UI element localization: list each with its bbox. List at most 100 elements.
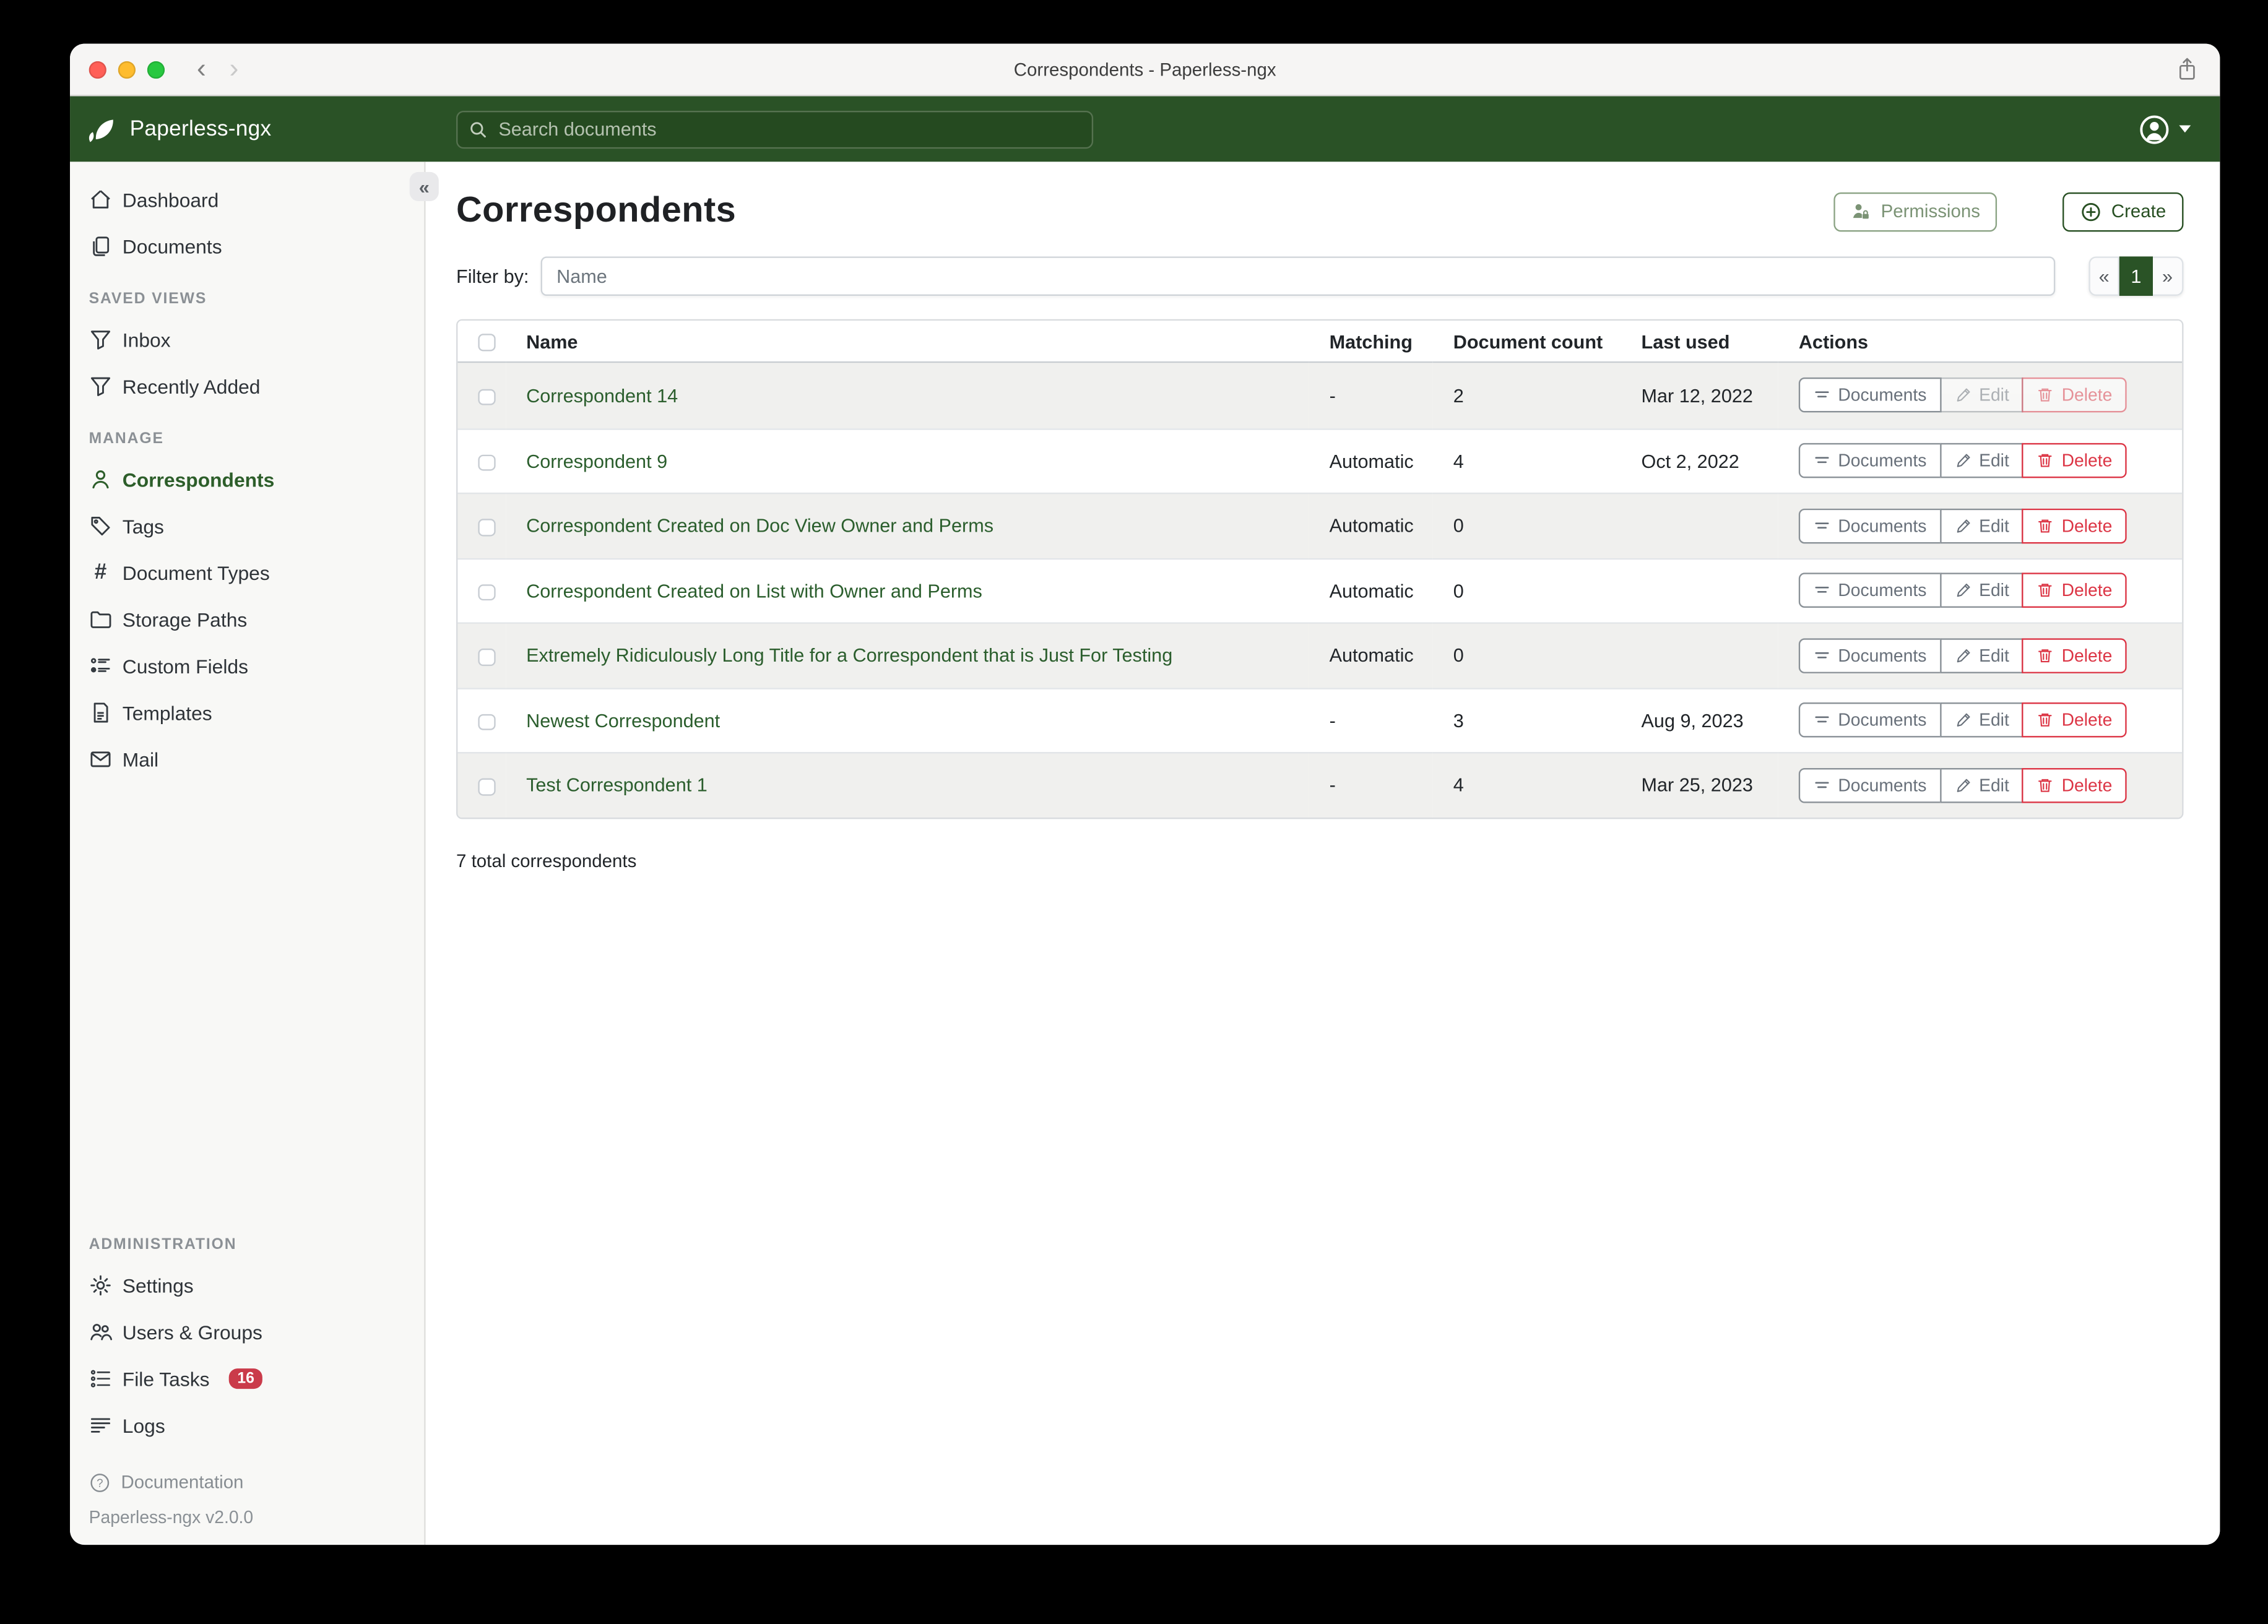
zoom-window-button[interactable]: [147, 60, 165, 78]
row-checkbox[interactable]: [478, 713, 495, 730]
search-input[interactable]: [456, 110, 1094, 149]
user-menu[interactable]: [2138, 113, 2220, 145]
sidebar-item-recently-added[interactable]: Recently Added: [70, 363, 424, 409]
row-checkbox[interactable]: [478, 584, 495, 601]
filter-lines-icon: [1813, 387, 1830, 404]
sidebar-item-storage-paths[interactable]: Storage Paths: [70, 596, 424, 642]
share-icon[interactable]: [2176, 57, 2198, 82]
delete-button[interactable]: Delete: [2022, 637, 2127, 673]
row-checkbox[interactable]: [478, 388, 495, 405]
sidebar-item-logs[interactable]: Logs: [70, 1402, 424, 1448]
window-title: Correspondents - Paperless-ngx: [1013, 59, 1276, 80]
trash-icon: [2037, 647, 2054, 664]
table-row: Correspondent 9 Automatic 4 Oct 2, 2022 …: [457, 428, 2183, 493]
sidebar-item-tags[interactable]: Tags: [70, 503, 424, 549]
pagination-page-1[interactable]: 1: [2119, 256, 2153, 296]
edit-button[interactable]: Edit: [1939, 767, 2024, 803]
documents-button[interactable]: Documents: [1798, 573, 1941, 608]
column-header-matching[interactable]: Matching: [1309, 321, 1433, 363]
sidebar-section-header-administration: ADMINISTRATION: [89, 1235, 237, 1254]
table-row: Test Correspondent 1 - 4 Mar 25, 2023 Do…: [457, 752, 2183, 817]
delete-button[interactable]: Delete: [2022, 573, 2127, 608]
correspondent-name-link[interactable]: Newest Correspondent: [526, 709, 721, 732]
plus-circle-icon: [2080, 201, 2102, 222]
pagination-next-button[interactable]: »: [2153, 256, 2184, 296]
column-header-name[interactable]: Name: [506, 321, 1309, 363]
edit-button[interactable]: Edit: [1939, 378, 2024, 413]
documents-button[interactable]: Documents: [1798, 508, 1941, 543]
documents-button[interactable]: Documents: [1798, 378, 1941, 413]
column-header-last-used[interactable]: Last used: [1621, 321, 1778, 363]
copy-icon: [89, 235, 113, 258]
documentation-label: Documentation: [121, 1472, 244, 1493]
app-navbar: Paperless-ngx: [70, 96, 2220, 162]
sidebar-bottom: ADMINISTRATION Settings Users & Groups File…: [70, 1216, 424, 1545]
documentation-link[interactable]: ? Documentation: [70, 1463, 424, 1501]
sidebar-item-templates[interactable]: Templates: [70, 689, 424, 736]
permissions-button[interactable]: Permissions: [1834, 191, 1998, 231]
row-checkbox[interactable]: [478, 519, 495, 536]
table-header-row: Name Matching Document count Last used A…: [457, 321, 2183, 363]
sidebar-item-mail[interactable]: Mail: [70, 736, 424, 782]
brand[interactable]: Paperless-ngx: [70, 114, 456, 144]
row-checkbox[interactable]: [478, 778, 495, 795]
correspondent-name-link[interactable]: Correspondent 14: [526, 384, 678, 407]
macos-titlebar: ‹ › Correspondents - Paperless-ngx: [70, 43, 2220, 97]
edit-button[interactable]: Edit: [1939, 508, 2024, 543]
delete-button[interactable]: Delete: [2022, 378, 2127, 413]
edit-button[interactable]: Edit: [1939, 637, 2024, 673]
question-circle-icon: ?: [89, 1471, 111, 1493]
delete-button[interactable]: Delete: [2022, 767, 2127, 803]
correspondent-name-link[interactable]: Extremely Ridiculously Long Title for a …: [526, 644, 1173, 667]
filter-name-input[interactable]: [540, 256, 2056, 296]
sidebar-item-settings[interactable]: Settings: [70, 1262, 424, 1308]
sidebar-item-custom-fields[interactable]: Custom Fields: [70, 642, 424, 689]
table-row: Correspondent 14 - 2 Mar 12, 2022 Docume…: [457, 363, 2183, 428]
create-button[interactable]: Create: [2063, 191, 2184, 231]
correspondent-name-link[interactable]: Correspondent Created on Doc View Owner …: [526, 514, 994, 537]
correspondent-name-link[interactable]: Correspondent Created on List with Owner…: [526, 579, 982, 602]
close-window-button[interactable]: [89, 60, 106, 78]
sidebar-item-dashboard[interactable]: Dashboard: [70, 176, 424, 223]
column-header-actions: Actions: [1778, 321, 2183, 363]
person-icon: [89, 468, 113, 491]
matching-cell: -: [1309, 687, 1433, 752]
sidebar-nav: Dashboard Documents SAVED VIEWS Inbox Recent…: [70, 176, 424, 783]
edit-button[interactable]: Edit: [1939, 443, 2024, 478]
sidebar-item-inbox[interactable]: Inbox: [70, 316, 424, 363]
correspondent-name-link[interactable]: Correspondent 9: [526, 450, 668, 472]
magnifier-icon: [468, 119, 488, 139]
sidebar-item-documents[interactable]: Documents: [70, 223, 424, 269]
sidebar-item-label: Storage Paths: [122, 608, 248, 631]
file-text-icon: [89, 701, 113, 725]
sidebar-item-file-tasks[interactable]: File Tasks 16: [70, 1355, 424, 1402]
delete-button[interactable]: Delete: [2022, 508, 2127, 543]
edit-button[interactable]: Edit: [1939, 702, 2024, 738]
documents-button[interactable]: Documents: [1798, 637, 1941, 673]
browser-forward-button[interactable]: ›: [229, 54, 239, 85]
delete-button[interactable]: Delete: [2022, 702, 2127, 738]
sidebar-item-document-types[interactable]: # Document Types: [70, 550, 424, 596]
sidebar-item-users-groups[interactable]: Users & Groups: [70, 1309, 424, 1355]
column-header-document-count[interactable]: Document count: [1432, 321, 1621, 363]
trash-icon: [2037, 712, 2054, 729]
sidebar-collapse-button[interactable]: «: [409, 171, 439, 201]
documents-button[interactable]: Documents: [1798, 702, 1941, 738]
minimize-window-button[interactable]: [118, 60, 136, 78]
sidebar-section-header-saved-views: SAVED VIEWS: [89, 290, 207, 308]
edit-button[interactable]: Edit: [1939, 573, 2024, 608]
ui-list-icon: [89, 654, 113, 678]
row-checkbox[interactable]: [478, 454, 495, 471]
sidebar-item-label: Inbox: [122, 329, 171, 351]
row-checkbox[interactable]: [478, 649, 495, 666]
browser-back-button[interactable]: ‹: [196, 54, 206, 85]
select-all-checkbox[interactable]: [478, 334, 495, 352]
page-title: Correspondents: [456, 191, 737, 231]
documents-button[interactable]: Documents: [1798, 767, 1941, 803]
correspondent-name-link[interactable]: Test Correspondent 1: [526, 774, 708, 797]
sidebar-item-correspondents[interactable]: Correspondents: [70, 456, 424, 503]
documents-button[interactable]: Documents: [1798, 443, 1941, 478]
delete-button[interactable]: Delete: [2022, 443, 2127, 478]
sidebar-item-label: Tags: [122, 515, 164, 537]
pagination-prev-button[interactable]: «: [2088, 256, 2119, 296]
